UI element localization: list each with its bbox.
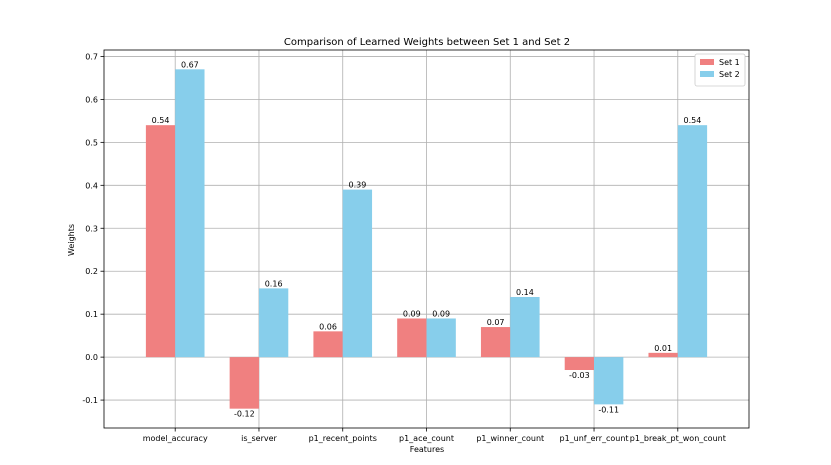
bar-label: 0.07 <box>487 318 505 327</box>
bar-labels: 0.54 0.67 -0.12 0.16 0.06 0.39 0.09 0.09 0.07 0.1… <box>152 60 702 418</box>
grid-lines <box>104 50 749 428</box>
x-axis-ticks: model_accuracy is_server p1_recent_points p… <box>143 428 726 443</box>
bar <box>397 318 427 358</box>
bar <box>229 357 259 409</box>
y-tick-label: 0.1 <box>85 310 98 319</box>
y-tick-label: 0.0 <box>85 353 98 362</box>
bar-label: 0.67 <box>181 60 199 69</box>
bar-label: -0.12 <box>234 410 255 419</box>
bar-label: 0.39 <box>348 181 366 190</box>
bar <box>313 331 343 358</box>
legend-swatch <box>700 59 714 65</box>
x-tick-label: is_server <box>241 434 277 443</box>
bar <box>648 352 678 358</box>
legend: Set 1 Set 2 <box>694 53 746 87</box>
bar <box>564 357 595 371</box>
bar <box>594 357 624 405</box>
bar-label: 0.09 <box>432 309 450 318</box>
legend-label: Set 1 <box>719 58 740 67</box>
y-tick-label: 0.5 <box>85 138 98 147</box>
bar-label: -0.03 <box>569 371 590 380</box>
bar-label: -0.11 <box>598 405 619 414</box>
legend-label: Set 2 <box>719 70 740 79</box>
y-axis-label: Weights <box>67 224 76 256</box>
y-tick-label: 0.4 <box>85 181 98 190</box>
x-tick-label: model_accuracy <box>143 434 208 443</box>
x-tick-label: p1_winner_count <box>476 434 544 443</box>
bar-label: 0.54 <box>152 116 170 125</box>
bar <box>145 125 176 358</box>
y-axis-ticks: -0.1 0.0 0.1 0.2 0.3 0.4 0.5 0.6 0.7 <box>82 52 104 405</box>
bar <box>175 69 205 358</box>
chart-title: Comparison of Learned Weights between Se… <box>284 37 570 48</box>
bar <box>480 327 511 358</box>
y-tick-label: -0.1 <box>82 396 98 405</box>
y-tick-label: 0.2 <box>85 267 98 276</box>
legend-swatch <box>700 71 714 77</box>
bar <box>510 296 540 358</box>
y-tick-label: 0.3 <box>85 224 98 233</box>
bar-label: 0.06 <box>319 322 337 331</box>
x-tick-label: p1_recent_points <box>309 434 377 443</box>
y-tick-label: 0.7 <box>85 52 98 61</box>
bar <box>677 125 708 358</box>
bar-label: 0.54 <box>684 116 702 125</box>
x-tick-label: p1_unf_err_count <box>560 434 629 443</box>
bar <box>342 189 373 358</box>
bar-label: 0.14 <box>516 288 534 297</box>
x-axis-label: Features <box>410 445 444 454</box>
bar-label: 0.01 <box>654 344 672 353</box>
plot-frame <box>103 49 750 429</box>
y-tick-label: 0.6 <box>85 95 98 104</box>
x-tick-label: p1_break_pt_won_count <box>630 434 726 443</box>
bar <box>426 318 456 358</box>
x-tick-label: p1_ace_count <box>399 434 454 443</box>
bar-label: 0.09 <box>403 309 421 318</box>
bars <box>145 69 708 409</box>
bar-label: 0.16 <box>265 279 283 288</box>
bar <box>258 288 289 358</box>
